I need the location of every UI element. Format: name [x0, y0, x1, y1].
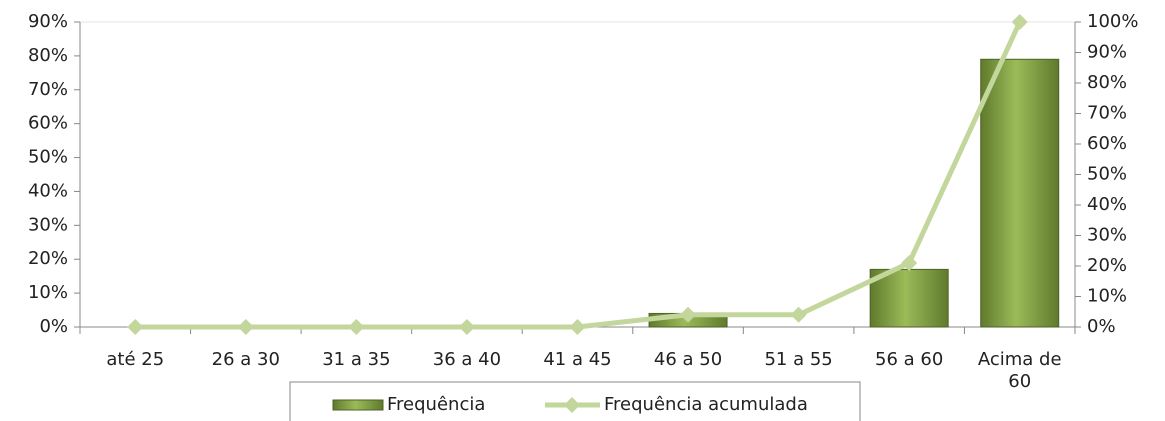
marker [458, 319, 475, 335]
y-tick-label: 60% [28, 113, 68, 134]
y2-tick-label: 60% [1087, 133, 1127, 154]
y2-tick-label: 50% [1087, 164, 1127, 185]
y-tick-label: 50% [28, 147, 68, 168]
legend-label: Frequência [387, 394, 485, 415]
marker [901, 254, 918, 271]
legend-swatch [332, 399, 384, 411]
x-tick-label: 46 a 50 [653, 349, 723, 370]
x-tick-label: 51 a 55 [764, 349, 833, 370]
marker [348, 319, 365, 335]
marker [790, 306, 807, 323]
bar [869, 268, 949, 328]
y2-tick-label: 10% [1087, 286, 1127, 307]
legend-box [289, 381, 861, 421]
y-tick-label: 80% [28, 45, 68, 66]
x-tick-label: 41 a 45 [543, 349, 612, 370]
x-tick-label: 31 a 35 [322, 349, 391, 370]
y-tick-label: 30% [28, 214, 68, 235]
y-tick-label: 70% [28, 79, 68, 100]
marker [680, 306, 697, 323]
y-tick-label: 0% [39, 316, 68, 337]
y2-tick-label: 20% [1087, 255, 1127, 276]
y-tick-label: 20% [28, 248, 68, 269]
x-tick-label: Acima de 60 [977, 349, 1062, 392]
marker [237, 319, 254, 335]
x-tick-label: 36 a 40 [432, 349, 502, 370]
y2-tick-label: 100% [1087, 11, 1138, 32]
marker [127, 319, 144, 335]
y2-tick-label: 0% [1087, 316, 1116, 337]
legend-marker [564, 397, 580, 413]
y-tick-label: 40% [28, 180, 68, 201]
bar [980, 58, 1060, 328]
x-tick-label: até 25 [106, 349, 165, 370]
y-tick-label: 90% [28, 11, 68, 32]
x-tick-label: 56 a 60 [875, 349, 944, 370]
legend-label: Frequência acumulada [604, 394, 808, 415]
marker [1011, 14, 1028, 30]
marker [569, 319, 586, 335]
y-tick-label: 10% [28, 282, 68, 303]
y2-tick-label: 80% [1087, 72, 1127, 93]
y2-tick-label: 30% [1087, 225, 1127, 246]
y2-tick-label: 40% [1087, 194, 1127, 215]
y2-tick-label: 90% [1087, 42, 1127, 63]
y2-tick-label: 70% [1087, 103, 1127, 124]
x-tick-label: 26 a 30 [211, 349, 280, 370]
